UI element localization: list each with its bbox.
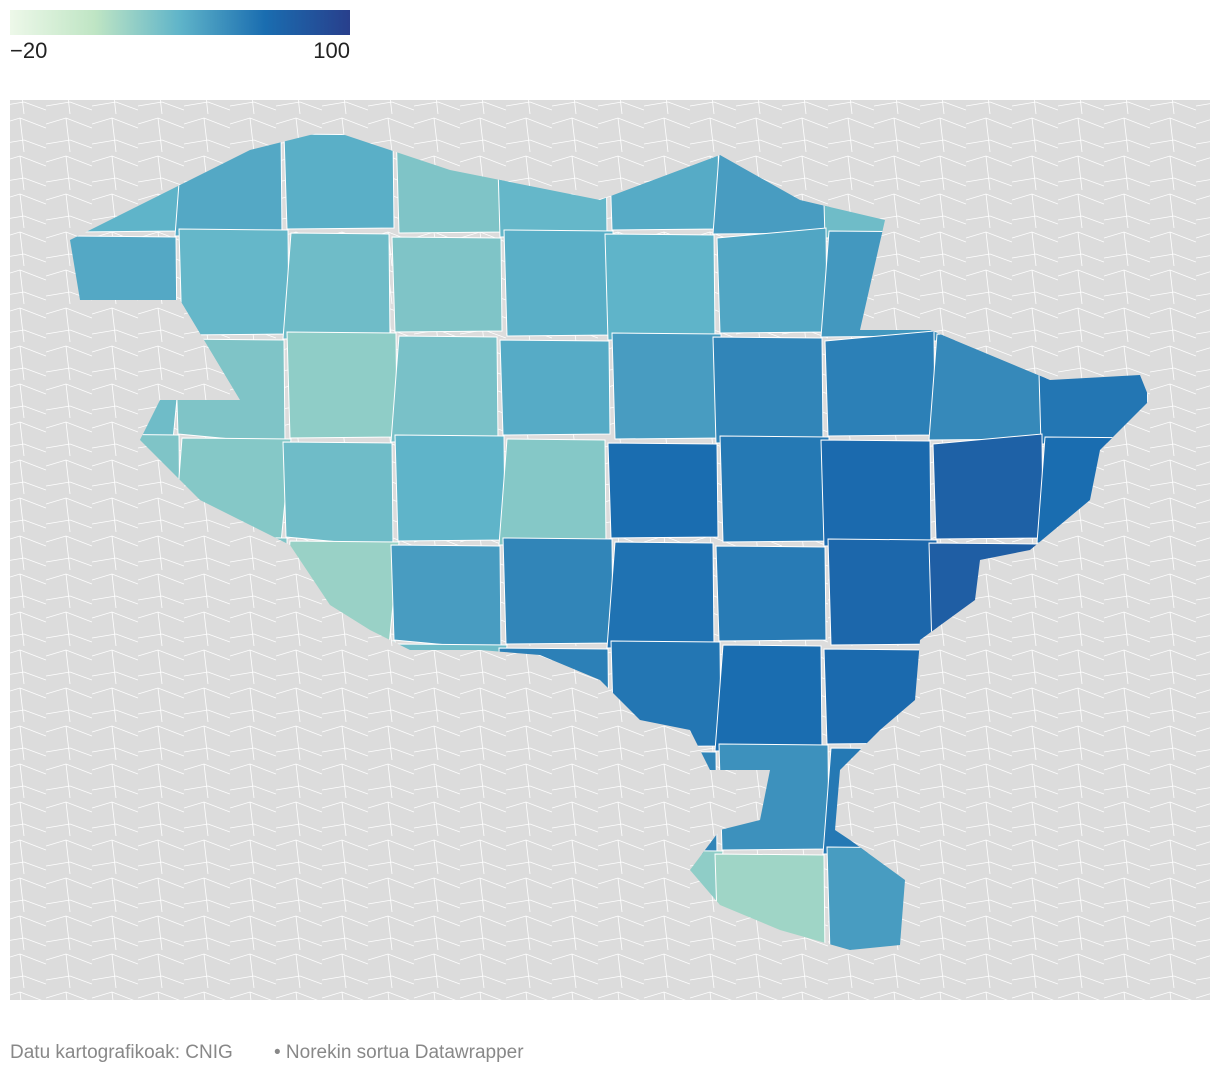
- municipality: [606, 541, 715, 649]
- municipality: [282, 441, 394, 548]
- municipality: [719, 435, 831, 543]
- legend-gradient: [10, 10, 350, 35]
- legend-tick-label: 100: [313, 38, 350, 63]
- municipality: [714, 644, 823, 752]
- municipality: [498, 438, 607, 546]
- municipality: [282, 232, 391, 340]
- municipality: [503, 229, 615, 337]
- municipality: [502, 537, 614, 645]
- municipality: [390, 544, 502, 651]
- municipality: [611, 332, 723, 440]
- municipality: [607, 442, 719, 539]
- municipality: [394, 434, 506, 542]
- municipality: [820, 439, 932, 547]
- municipality: [932, 433, 1044, 540]
- municipality: [391, 236, 503, 333]
- municipality: [178, 228, 290, 336]
- municipality: [390, 335, 499, 443]
- municipality: [712, 336, 824, 444]
- municipality: [283, 133, 395, 230]
- municipality: [286, 331, 398, 439]
- municipality: [824, 330, 936, 437]
- credit: • Norekin sortua Datawrapper: [274, 1042, 524, 1063]
- municipality: [715, 545, 827, 642]
- source: Datu kartografikoak: CNIG: [10, 1042, 233, 1063]
- municipality: [499, 339, 611, 436]
- legend-tick-label: −20: [10, 38, 47, 63]
- municipality: [604, 233, 716, 341]
- municipality: [716, 227, 828, 334]
- legend-ticks: −20 100: [10, 38, 350, 63]
- municipality: [827, 538, 939, 646]
